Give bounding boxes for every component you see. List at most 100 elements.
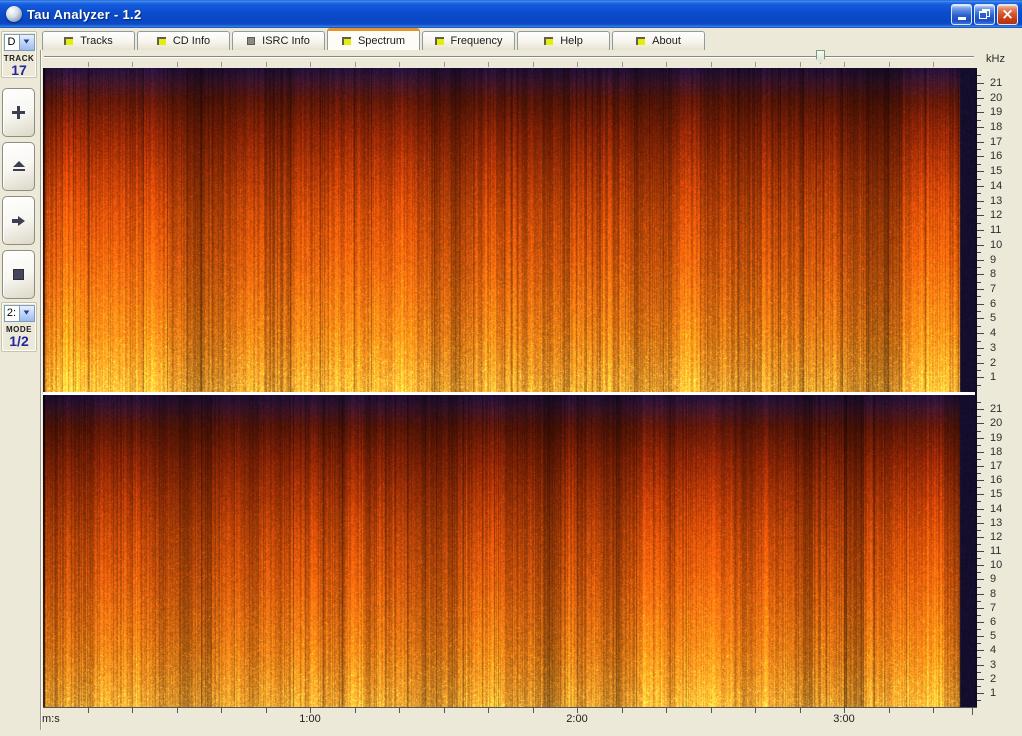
ruler-tick bbox=[710, 62, 712, 67]
mode-select-dropdown-button[interactable]: ▼ bbox=[18, 306, 34, 321]
flag-icon bbox=[544, 37, 554, 45]
freq-tick-minor bbox=[977, 369, 981, 371]
close-button[interactable]: × bbox=[997, 3, 1018, 25]
drive-track-panel: D ▼ TRACK 17 bbox=[1, 31, 37, 78]
freq-tick-major bbox=[977, 465, 984, 467]
tab-label: CD Info bbox=[172, 35, 211, 47]
minimize-button[interactable] bbox=[951, 3, 972, 25]
freq-tick-label-ch2: 7 bbox=[990, 601, 997, 614]
position-slider-thumb[interactable] bbox=[816, 50, 825, 64]
freq-tick-label-ch1: 8 bbox=[990, 268, 997, 281]
tab-frequency[interactable]: Frequency bbox=[422, 31, 515, 50]
freq-tick-minor bbox=[977, 311, 981, 312]
freq-tick-major bbox=[977, 318, 984, 320]
time-tick-minor bbox=[132, 708, 133, 713]
tab-label: Tracks bbox=[80, 35, 113, 47]
freq-tick-minor bbox=[977, 325, 981, 327]
freq-tick-minor bbox=[977, 90, 981, 92]
eject-button[interactable] bbox=[2, 142, 35, 191]
freq-tick-minor bbox=[977, 296, 981, 298]
freq-tick-major bbox=[977, 141, 984, 143]
add-button[interactable] bbox=[2, 88, 35, 137]
freq-tick-label-ch1: 18 bbox=[990, 120, 1003, 133]
tab-cd-info[interactable]: CD Info bbox=[137, 31, 230, 50]
drive-select[interactable]: D ▼ bbox=[3, 34, 35, 51]
freq-tick-label-ch1: 7 bbox=[990, 282, 997, 295]
tab-isrc-info[interactable]: ISRC Info bbox=[232, 31, 325, 50]
freq-tick-minor bbox=[977, 699, 981, 701]
tab-tracks[interactable]: Tracks bbox=[42, 31, 135, 50]
freq-tick-minor bbox=[977, 104, 981, 106]
time-axis-unit-label: m:s bbox=[42, 713, 60, 725]
ruler-tick bbox=[755, 62, 756, 67]
freq-tick-label-ch2: 20 bbox=[990, 417, 1003, 430]
plot-right-edge bbox=[975, 68, 977, 707]
freq-tick-major bbox=[977, 494, 984, 496]
freq-tick-minor bbox=[977, 529, 981, 531]
time-tick-minor bbox=[844, 708, 845, 713]
freq-tick-major bbox=[977, 171, 984, 173]
ruler-tick bbox=[799, 62, 801, 67]
freq-tick-minor bbox=[977, 384, 981, 386]
freq-tick-major bbox=[977, 377, 984, 379]
freq-tick-label-ch2: 13 bbox=[990, 516, 1003, 529]
freq-tick-minor bbox=[977, 458, 981, 460]
window-title: Tau Analyzer - 1.2 bbox=[27, 6, 142, 22]
freq-tick-label-ch1: 14 bbox=[990, 179, 1003, 192]
freq-tick-label-ch1: 10 bbox=[990, 238, 1003, 251]
time-tick-minor bbox=[532, 708, 534, 713]
freq-tick-major bbox=[977, 551, 984, 552]
drive-select-dropdown-button[interactable]: ▼ bbox=[18, 35, 34, 50]
freq-tick-label-ch1: 12 bbox=[990, 209, 1003, 222]
time-tick-minor bbox=[710, 708, 712, 713]
tab-strip: Tracks CD Info ISRC Info Spectrum Frequency H… bbox=[40, 28, 1022, 50]
freq-tick-label-ch2: 18 bbox=[990, 445, 1003, 458]
freq-tick-label-ch1: 21 bbox=[990, 76, 1003, 89]
position-slider-track[interactable] bbox=[44, 56, 974, 57]
freq-tick-label-ch1: 4 bbox=[990, 327, 997, 340]
tab-spectrum[interactable]: Spectrum bbox=[327, 28, 420, 50]
freq-tick-major bbox=[977, 579, 984, 581]
freq-tick-minor bbox=[977, 515, 981, 517]
time-tick-end bbox=[972, 708, 973, 715]
next-button[interactable] bbox=[2, 196, 35, 245]
freq-tick-label-ch1: 9 bbox=[990, 253, 997, 266]
freq-tick-label-ch1: 1 bbox=[990, 371, 997, 384]
freq-tick-major bbox=[977, 423, 984, 425]
tab-about[interactable]: About bbox=[612, 31, 705, 50]
freq-tick-minor bbox=[977, 402, 981, 404]
freq-tick-minor bbox=[977, 222, 981, 224]
freq-tick-minor bbox=[977, 558, 981, 560]
freq-tick-major bbox=[977, 112, 984, 114]
mode-select[interactable]: 2: ▼ bbox=[3, 305, 35, 322]
freq-tick-major bbox=[977, 362, 984, 364]
title-bar: Tau Analyzer - 1.2 × bbox=[0, 0, 1022, 28]
channel-separator bbox=[43, 392, 975, 395]
freq-tick-minor bbox=[977, 355, 981, 357]
ruler-tick bbox=[265, 62, 267, 67]
freq-tick-major bbox=[977, 650, 984, 652]
ruler-tick bbox=[488, 62, 489, 67]
freq-tick-major bbox=[977, 437, 984, 439]
ruler-tick bbox=[354, 62, 356, 67]
freq-tick-major bbox=[977, 200, 984, 202]
sidebar: D ▼ TRACK 17 2: ▼ MODE 1/2 bbox=[0, 28, 40, 736]
tab-label: ISRC Info bbox=[262, 35, 310, 47]
time-tick-minor bbox=[399, 708, 400, 713]
freq-tick-minor bbox=[977, 134, 981, 136]
plus-icon bbox=[12, 106, 25, 119]
stop-button[interactable] bbox=[2, 250, 35, 299]
freq-tick-minor bbox=[977, 572, 981, 574]
time-tick-label: 1:00 bbox=[299, 713, 321, 725]
freq-tick-minor bbox=[977, 119, 981, 121]
freq-tick-label-ch1: 16 bbox=[990, 150, 1003, 163]
restore-icon bbox=[979, 9, 990, 19]
restore-button[interactable] bbox=[974, 3, 995, 25]
time-tick-label: 3:00 bbox=[833, 713, 855, 725]
time-tick-minor bbox=[888, 708, 890, 713]
freq-tick-label-ch2: 15 bbox=[990, 488, 1003, 501]
ruler-tick bbox=[933, 62, 934, 67]
flag-icon bbox=[156, 37, 166, 45]
freq-tick-label-ch1: 11 bbox=[990, 224, 1002, 236]
tab-help[interactable]: Help bbox=[517, 31, 610, 50]
